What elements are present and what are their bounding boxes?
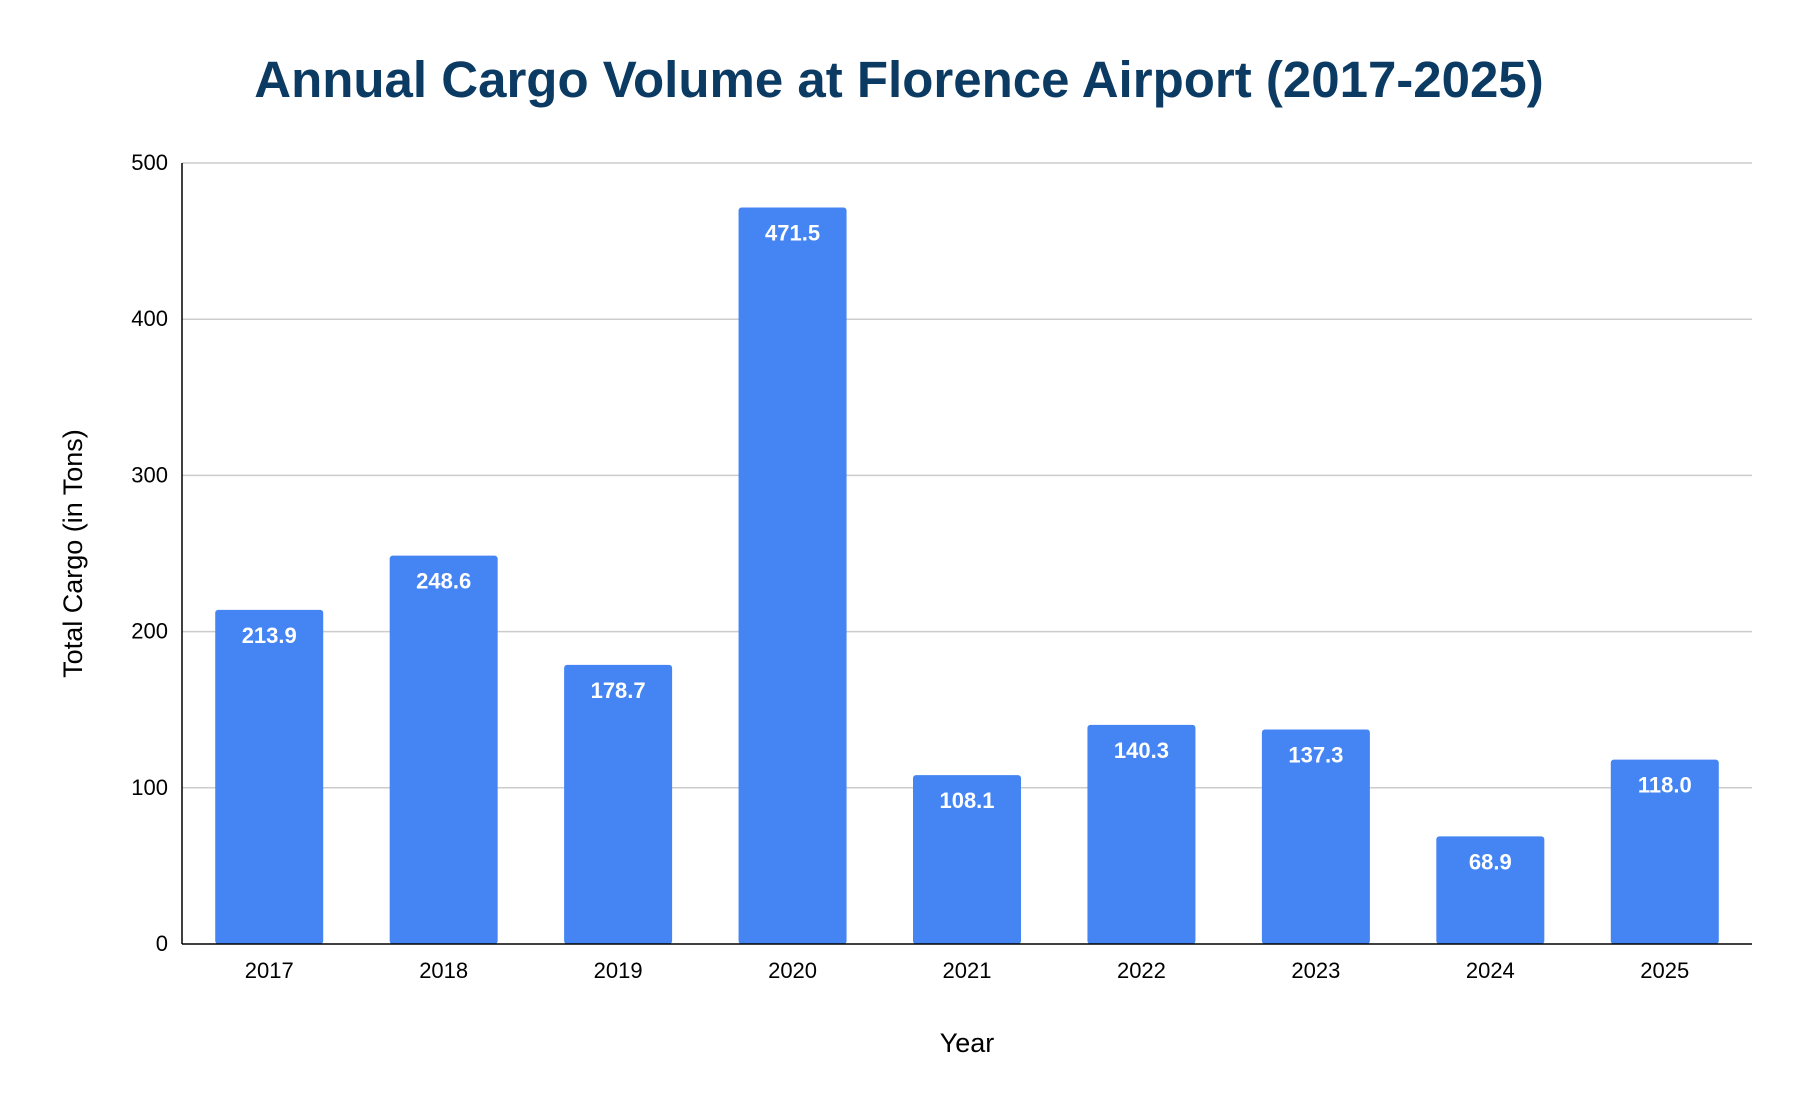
bars: [215, 207, 1719, 945]
y-tick-label: 0: [156, 931, 168, 956]
bar-2017: [215, 609, 324, 944]
bar-2020: [738, 207, 847, 945]
x-tick-label: 2022: [1117, 958, 1166, 983]
y-tick-label: 300: [131, 462, 168, 487]
y-tick-label: 500: [131, 150, 168, 175]
bar-2022: [1087, 724, 1196, 944]
y-tick-label: 100: [131, 775, 168, 800]
bar-2019: [564, 664, 673, 944]
data-label: 471.5: [765, 221, 820, 246]
data-label: 178.7: [591, 678, 646, 703]
y-tick-label: 200: [131, 619, 168, 644]
labels: 0 100 200 300 400 500 213.9 2017 248.6 2018 178.7 2…: [58, 150, 1692, 1058]
data-label: 140.3: [1114, 738, 1169, 763]
data-label: 213.9: [242, 623, 297, 648]
data-label: 108.1: [939, 788, 994, 813]
x-axis-title: Year: [940, 1028, 995, 1058]
axes: [181, 163, 1752, 945]
x-tick-label: 2017: [245, 958, 294, 983]
y-tick-label: 400: [131, 306, 168, 331]
bar-2018: [389, 555, 498, 944]
chart-title: Annual Cargo Volume at Florence Airport …: [254, 51, 1544, 108]
x-tick-label: 2020: [768, 958, 817, 983]
data-label: 137.3: [1288, 743, 1343, 768]
bar-2025: [1610, 759, 1719, 944]
x-tick-label: 2024: [1466, 958, 1515, 983]
data-label: 248.6: [416, 569, 471, 594]
x-tick-label: 2021: [943, 958, 992, 983]
data-label: 118.0: [1638, 773, 1692, 798]
x-tick-label: 2019: [594, 958, 643, 983]
bar-2023: [1261, 729, 1370, 944]
bar-2021: [913, 775, 1021, 944]
x-tick-label: 2023: [1291, 958, 1340, 983]
data-label: 68.9: [1469, 849, 1512, 874]
bar-2024: [1436, 836, 1545, 944]
y-axis-title: Total Cargo (in Tons): [58, 429, 88, 678]
x-tick-label: 2018: [419, 958, 468, 983]
x-tick-label: 2025: [1640, 958, 1689, 983]
